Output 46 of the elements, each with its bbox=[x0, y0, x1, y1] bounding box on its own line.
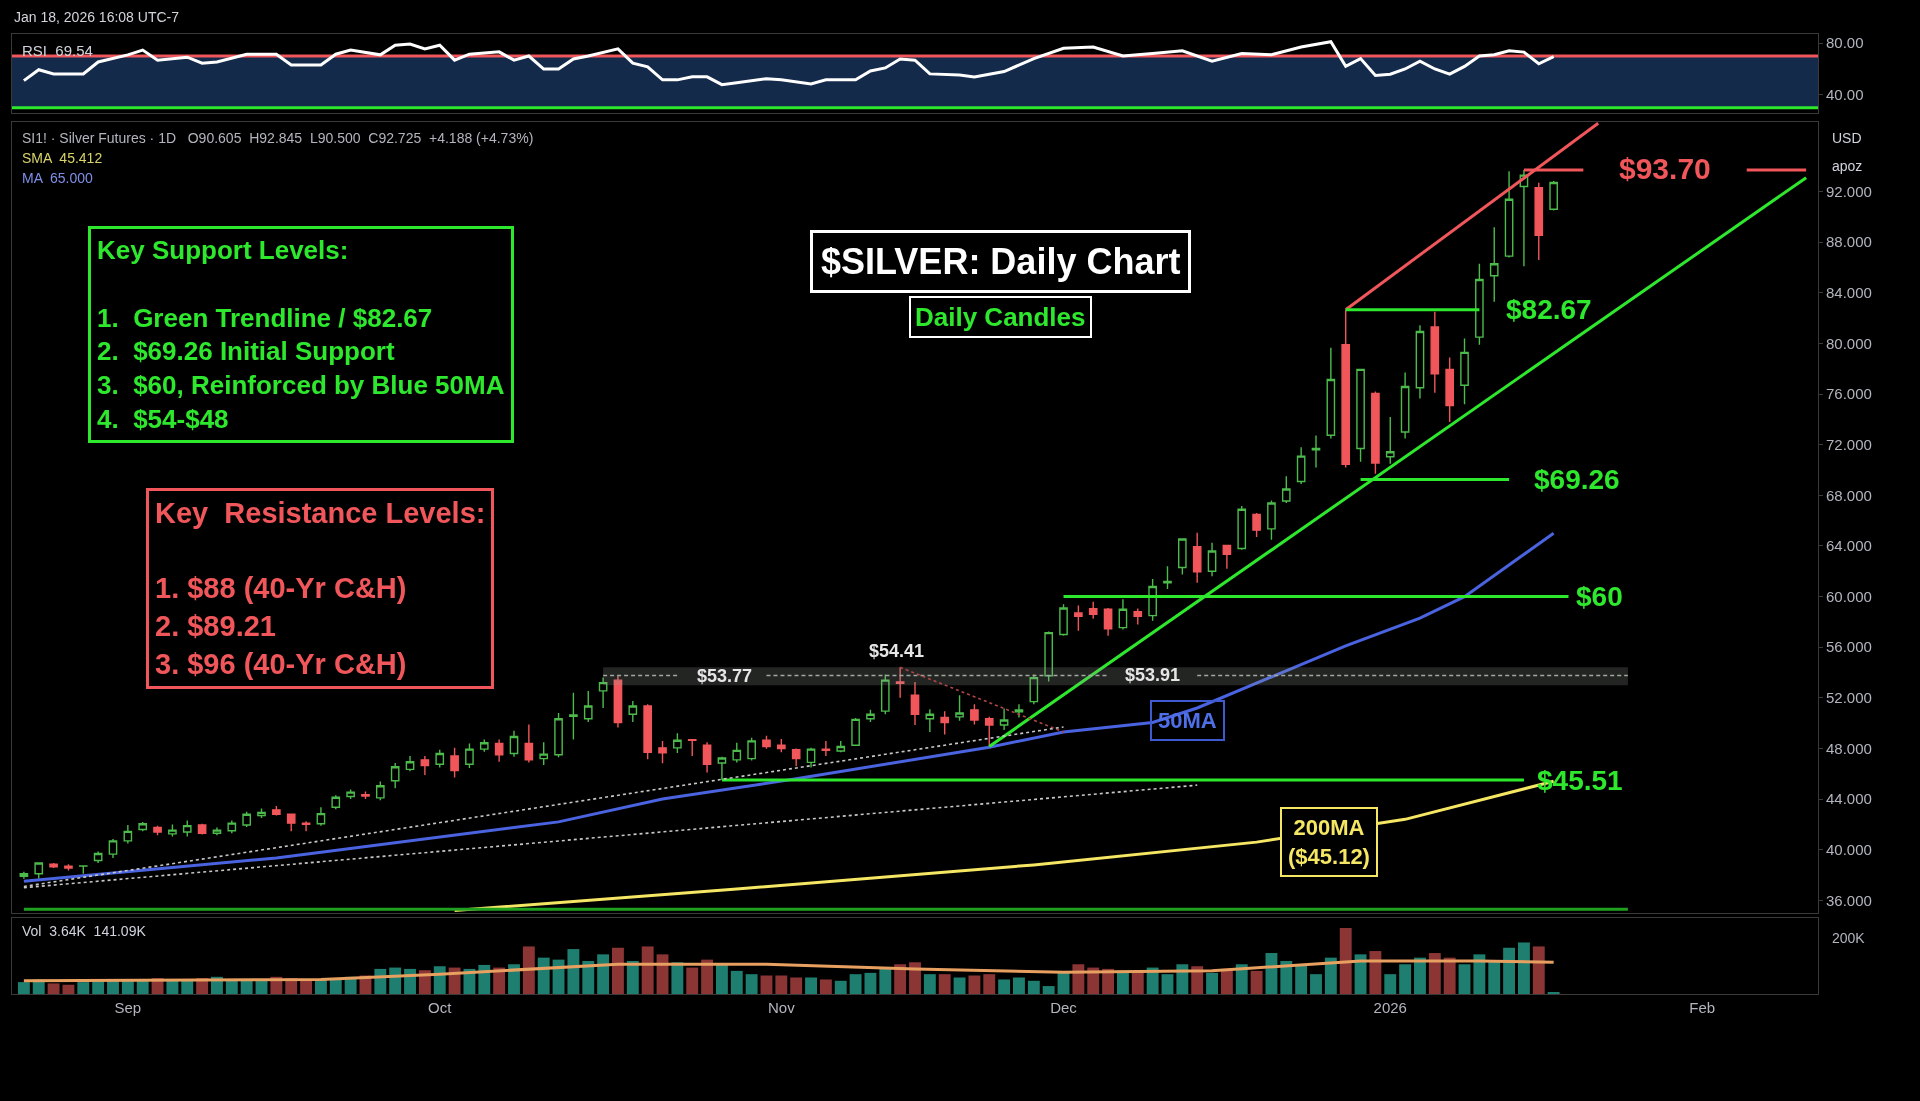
annotation: SMA 45.412 bbox=[22, 150, 103, 166]
y-tick-label: 60.000 bbox=[1826, 587, 1872, 605]
x-tick-label: Nov bbox=[767, 999, 796, 1016]
annotation: MA 65.000 bbox=[22, 170, 94, 186]
y-tick-label: 36.000 bbox=[1826, 891, 1872, 909]
y-tick-label: 52.000 bbox=[1826, 689, 1872, 707]
y-tick-label: 68.000 bbox=[1826, 486, 1872, 504]
annotation: Vol 3.64K 141.09K bbox=[22, 923, 147, 939]
text: 200K bbox=[1832, 930, 1866, 946]
y-tick-label: 92.000 bbox=[1826, 182, 1872, 200]
text: Key Resistance Levels: 1. $88 (40-Yr C&H) 2. $89.21 3. $96 (40-Yr C&H) bbox=[155, 497, 486, 680]
text: USD bbox=[1832, 130, 1862, 146]
x-tick-label: Sep bbox=[114, 999, 142, 1016]
y-tick-label: 48.000 bbox=[1826, 739, 1872, 757]
y-tick-label: 88.000 bbox=[1826, 233, 1872, 251]
x-tick-label: 2026 bbox=[1373, 999, 1407, 1016]
annotation: $60 bbox=[1576, 581, 1623, 612]
annotation: $93.70 bbox=[1619, 152, 1711, 185]
y-tick-label: 80.000 bbox=[1826, 334, 1872, 352]
y-tick-label: 64.000 bbox=[1826, 537, 1872, 555]
annotation: $45.51 bbox=[1537, 765, 1623, 796]
annotation: $54.41 bbox=[869, 641, 925, 661]
annotation: $69.26 bbox=[1534, 464, 1620, 495]
y-tick-label: 84.000 bbox=[1826, 284, 1872, 302]
annotation: RSI 69.54 bbox=[22, 42, 93, 59]
x-tick-label: Dec bbox=[1050, 999, 1078, 1016]
y-tick-label: 76.000 bbox=[1826, 385, 1872, 403]
y-tick-label: 44.000 bbox=[1826, 790, 1872, 808]
y-tick-label: 80.00 bbox=[1826, 34, 1864, 52]
annotation: 50MA bbox=[1158, 708, 1217, 733]
y-tick-label: 40.000 bbox=[1826, 840, 1872, 858]
x-tick-label: Oct bbox=[428, 999, 453, 1016]
annotation: 200MA ($45.12) bbox=[1288, 815, 1370, 869]
annotation: SI1! · Silver Futures · 1D O90.605 H92.845 L90.500 C92.725 +4.188 (+4.73%) bbox=[22, 130, 534, 146]
x-tick-label: Feb bbox=[1689, 999, 1716, 1016]
annotation: $53.91 bbox=[1125, 665, 1181, 685]
text: Jan 18, 2026 16:08 UTC-7 bbox=[14, 9, 180, 25]
y-tick-label: 40.00 bbox=[1826, 86, 1864, 104]
text: $SILVER: Daily Chart bbox=[821, 241, 1181, 282]
annotation: $53.77 bbox=[697, 666, 753, 686]
annotation: $82.67 bbox=[1506, 294, 1592, 325]
text: Key Support Levels: 1. Green Trendline / $82.67 2. $69.26 Initial Support 3. $60, Reinforced by Blue 50MA 4. $54-$48 bbox=[97, 235, 505, 434]
text: apoz bbox=[1832, 158, 1863, 174]
y-tick-label: 56.000 bbox=[1826, 638, 1872, 656]
y-tick-label: 72.000 bbox=[1826, 435, 1872, 453]
text: Daily Candles bbox=[915, 302, 1086, 332]
